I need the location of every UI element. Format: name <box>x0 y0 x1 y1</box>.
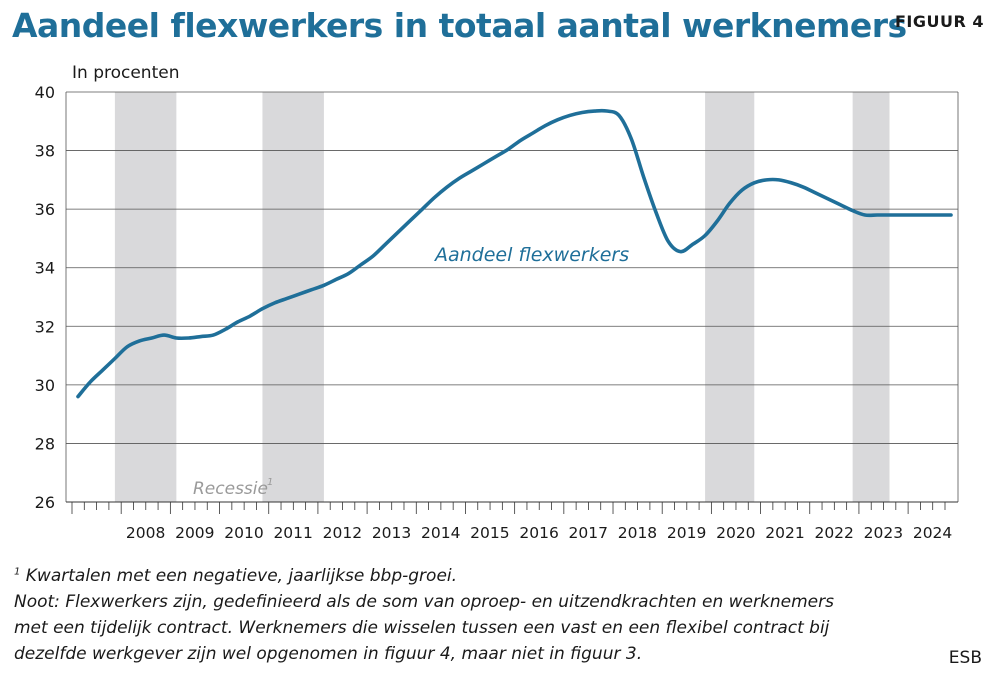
figure-label: FIGUUR 4 <box>894 12 984 31</box>
recession-band <box>852 92 890 502</box>
line-chart: 26 28 30 32 34 36 38 40 2008 2009 2010 2011 2012 2013… <box>35 83 959 542</box>
source-label: ESB <box>948 648 982 668</box>
y-tick-label: 28 <box>35 434 55 453</box>
x-tick-label: 2014 <box>421 524 460 542</box>
recession-footnote-marker: 1 <box>267 477 273 488</box>
y-tick-label: 32 <box>35 317 55 336</box>
x-tick-label: 2012 <box>323 524 362 542</box>
x-tick-label: 2008 <box>126 524 165 542</box>
x-tick-label: 2020 <box>716 524 755 542</box>
x-tick-label: 2011 <box>273 524 312 542</box>
y-tick-label: 30 <box>35 376 55 395</box>
y-axis-unit-label: In procenten <box>72 63 180 83</box>
x-tick-label: 2016 <box>519 524 558 542</box>
x-tick-label: 2021 <box>765 524 804 542</box>
x-tick-label: 2018 <box>618 524 657 542</box>
x-tick-label: 2015 <box>470 524 509 542</box>
y-tick-label: 38 <box>35 142 55 161</box>
y-tick-label: 40 <box>35 83 55 102</box>
y-tick-label: 34 <box>35 259 55 278</box>
recession-band <box>705 92 755 502</box>
x-tick-label: 2010 <box>224 524 263 542</box>
footnote-recession: 1 Kwartalen met een negatieve, jaarlijks… <box>14 566 458 586</box>
x-tick-label: 2023 <box>864 524 903 542</box>
note-line-3: dezelfde werkgever zijn wel opgenomen in… <box>14 644 643 664</box>
note-line-1: Noot: Flexwerkers zijn, gedefinieerd als… <box>14 592 834 612</box>
x-tick-label: 2009 <box>175 524 214 542</box>
series-label: Aandeel flexwerkers <box>433 244 629 266</box>
recession-label: Recessie <box>193 479 268 499</box>
x-tick-label: 2013 <box>372 524 411 542</box>
x-tick-label: 2024 <box>913 524 952 542</box>
x-tick-label: 2017 <box>569 524 608 542</box>
recession-band <box>114 92 177 502</box>
y-tick-label: 36 <box>35 200 55 219</box>
note-line-2: met een tijdelijk contract. Werknemers d… <box>14 618 830 638</box>
x-tick-label: 2022 <box>814 524 853 542</box>
x-tick-label: 2019 <box>667 524 706 542</box>
series-line <box>76 108 953 399</box>
y-tick-label: 26 <box>35 493 55 512</box>
chart-title: Aandeel flexwerkers in totaal aantal wer… <box>12 6 907 45</box>
